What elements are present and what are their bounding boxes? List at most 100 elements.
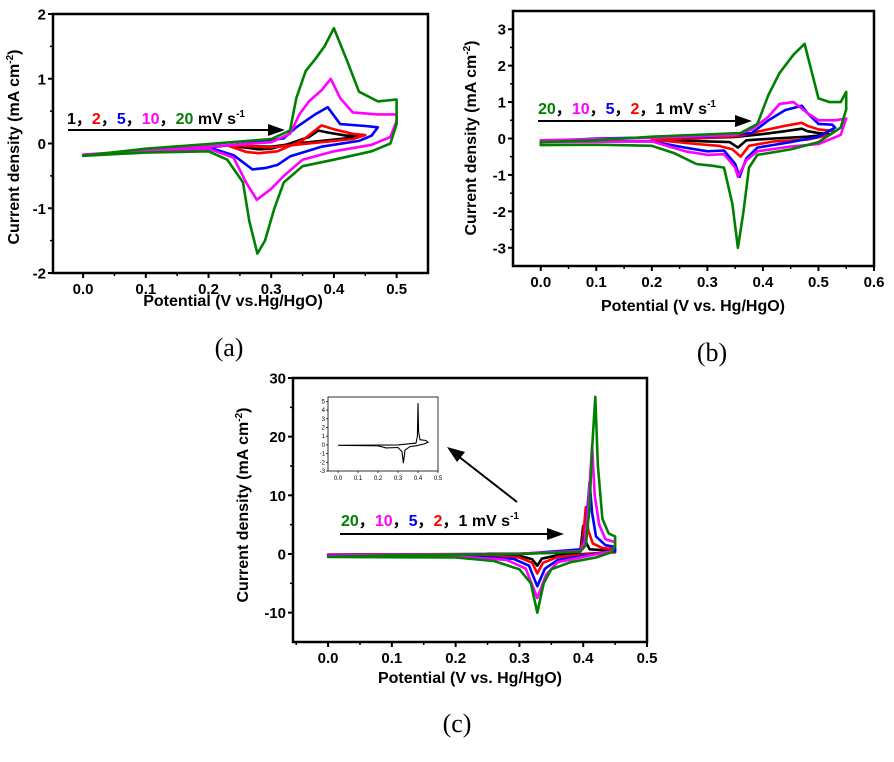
series-2-curve [226, 124, 367, 155]
series-20-curve [326, 395, 617, 615]
panel-c-y-axis-title-main: Current density (mA cm [235, 422, 252, 603]
inset-y-tick-label: 1 [322, 434, 326, 440]
y-tick-label: 0 [498, 131, 506, 148]
annotation-part: mV s [193, 111, 236, 128]
panel-c-inset-arrow-head [447, 447, 465, 462]
annotation-part: ， [359, 513, 375, 530]
annotation-part: ， [418, 513, 434, 530]
y-tick-label: -2 [33, 266, 46, 283]
panel-a-y-axis-title-close: ) [6, 49, 23, 54]
annotation-part: 10 [142, 111, 160, 128]
annotation-part: 10 [572, 101, 590, 118]
panel-c-y-axis-title-close: ) [235, 407, 252, 412]
inset-y-tick-label: -1 [320, 452, 326, 458]
x-tick-label: 0.3 [697, 274, 718, 291]
annotation-part: 2 [434, 513, 443, 530]
annotation-sup: -1 [510, 511, 519, 522]
series-5-curve [539, 104, 837, 179]
panel-b-arrow-head [735, 115, 752, 127]
annotation-part: ， [556, 101, 572, 118]
annotation-part: ， [615, 101, 631, 118]
annotation-part: 1 mV s [655, 101, 707, 118]
panel-b-y-axis-title-main: Current density (mA cm [463, 55, 480, 236]
inset-y-tick-label: 0 [322, 443, 326, 449]
y-tick-label: 2 [38, 7, 46, 24]
inset-y-tick-label: 3 [322, 417, 326, 423]
panel-b-label: (b) [697, 338, 727, 367]
panel-b-x-axis-title: Potential (V vs. Hg/HgO) [601, 298, 785, 315]
annotation-part: ， [442, 513, 458, 530]
x-tick-label: 0.4 [573, 650, 595, 667]
y-tick-label: 3 [498, 22, 506, 39]
annotation-part: ， [639, 101, 655, 118]
y-tick-label: 30 [269, 371, 286, 388]
annotation-part: 5 [117, 111, 126, 128]
y-tick-label: 0 [38, 136, 46, 153]
y-tick-label: 20 [269, 429, 286, 446]
panel-c-annotation: 20，10，5，2，1 mV s-1 [341, 511, 519, 530]
panel-c-frame [291, 376, 649, 644]
panel-a-label: (a) [215, 333, 244, 362]
y-tick-label: -10 [264, 605, 286, 622]
panel-b-annotation: 20，10，5，2，1 mV s-1 [538, 99, 716, 118]
inset-y-tick-label: 4 [322, 408, 326, 414]
inset-x-tick-label: 0.0 [334, 476, 343, 482]
x-tick-label: 0.3 [261, 281, 282, 298]
annotation-part: 1 [67, 111, 76, 128]
inset-y-tick-label: 2 [322, 425, 326, 431]
panel-c-inset-arrow-shaft [457, 455, 518, 503]
panel-c-y-axis-title-sup: -2 [234, 412, 245, 421]
x-tick-label: 0.0 [73, 281, 94, 298]
x-tick-label: 0.1 [586, 274, 607, 291]
panel-c-arrow-head [547, 528, 564, 540]
inset-x-tick-label: 0.5 [434, 476, 443, 482]
panel-b-y-axis-title-sup: -2 [462, 45, 473, 54]
annotation-part: ， [393, 513, 409, 530]
panel-a-x-axis-title: Potential (V vs.Hg/HgO) [143, 293, 323, 310]
series-5-curve [207, 105, 380, 171]
x-tick-label: 0.2 [445, 650, 466, 667]
x-tick-label: 0.5 [808, 274, 829, 291]
inset-curve [337, 403, 430, 464]
panel-a-y-axis-title-main: Current density (mA cm [6, 64, 23, 245]
annotation-sup: -1 [707, 99, 716, 110]
x-tick-label: 0.1 [135, 281, 156, 298]
annotation-part: 10 [375, 513, 393, 530]
y-tick-label: -3 [493, 240, 506, 257]
x-tick-label: 0.6 [864, 274, 885, 291]
inset-x-tick-label: 0.2 [374, 476, 383, 482]
x-tick-label: 0.4 [752, 274, 774, 291]
x-tick-label: 0.5 [637, 650, 658, 667]
y-tick-label: -1 [493, 167, 506, 184]
y-tick-label: 0 [278, 547, 286, 564]
inset-x-tick-label: 0.3 [394, 476, 403, 482]
inset-y-tick-label: -2 [320, 460, 326, 466]
annotation-part: 5 [409, 513, 418, 530]
y-tick-label: 1 [498, 95, 506, 112]
series-20-curve [539, 42, 848, 250]
panel-c-y-axis-title: Current density (mA cm-2) [234, 407, 252, 602]
x-tick-label: 0.3 [509, 650, 530, 667]
series-20-curve [81, 26, 398, 255]
panel-c-inset-frame [327, 396, 439, 472]
annotation-part: 20 [176, 111, 194, 128]
panel-a-y-ticks: 2 1 0 -1 -2 [33, 7, 53, 283]
x-tick-label: 0.5 [386, 281, 407, 298]
annotation-part: ， [101, 111, 117, 128]
panel-b-y-axis-title-close: ) [463, 40, 480, 45]
annotation-part: ， [160, 111, 176, 128]
annotation-part: ， [76, 111, 92, 128]
panel-a-annotation: 1，2，5，10，20 mV s-1 [67, 109, 245, 128]
panel-c-y-ticks: 30 20 10 0 -10 [264, 371, 293, 622]
panel-a: 0.0 0.1 0.2 0.3 0.4 0.5 210-1-2 Potential (V … [5, 7, 430, 362]
panel-c-inset-curves [337, 403, 430, 464]
panel-c-inset: 0.0 0.1 0.2 0.3 0.4 0.5 5 4 3 2 1 0 -1 -2 -3 [320, 396, 443, 482]
annotation-part: 2 [92, 111, 101, 128]
annotation-part: 20 [341, 513, 359, 530]
y-tick-label: 2 [498, 58, 506, 75]
annotation-part: ， [126, 111, 142, 128]
x-tick-label: 0.2 [198, 281, 219, 298]
